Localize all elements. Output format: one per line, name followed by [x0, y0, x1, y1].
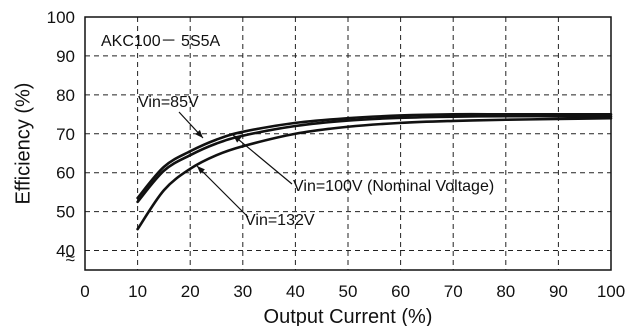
y-tick-label-90: 90: [56, 47, 75, 66]
x-tick-label-90: 90: [549, 282, 568, 301]
series-line-vin-100v: [136, 114, 613, 204]
grid-lines: [85, 17, 611, 270]
x-tick-label-40: 40: [286, 282, 305, 301]
series-line-vin-85v: [136, 112, 613, 200]
plot-frame: [84, 16, 612, 271]
series-line-vin-132v: [136, 116, 613, 231]
vin-85v-arrowhead: [195, 129, 203, 138]
series-label-vin-132v: Vin=132V: [245, 212, 315, 229]
label-leaders: [178, 111, 293, 218]
y-tick-label-50: 50: [56, 203, 75, 222]
x-tick-label-50: 50: [339, 282, 358, 301]
x-tick-label-0: 0: [80, 282, 89, 301]
vin-132v-leader-line: [196, 165, 249, 218]
model-annotation: AKC100－ 5S5A: [101, 33, 221, 50]
y-axis-title: Efficiency (%): [12, 83, 34, 205]
x-axis-title: Output Current (%): [264, 306, 433, 326]
x-tick-label-30: 30: [233, 282, 252, 301]
vin-132v-arrowhead: [197, 166, 205, 174]
x-tick-label-70: 70: [444, 282, 463, 301]
x-tick-label-80: 80: [496, 282, 515, 301]
x-tick-label-60: 60: [391, 282, 410, 301]
y-tick-label-80: 80: [56, 86, 75, 105]
series-label-vin-85v: Vin=85V: [138, 94, 199, 111]
tick-labels: 0 10 20 30 40 50 60 70 80 90 100 40 50 60 70 80 90 100: [47, 8, 626, 301]
y-tick-label-70: 70: [56, 125, 75, 144]
vin-100v-leader-line: [232, 134, 293, 185]
y-tick-label-60: 60: [56, 164, 75, 183]
y-axis-break-mark: ≈: [66, 249, 75, 268]
x-tick-label-100: 100: [597, 282, 625, 301]
x-tick-label-20: 20: [181, 282, 200, 301]
y-tick-label-40: 40: [56, 242, 75, 261]
y-tick-label-100: 100: [47, 8, 75, 27]
series-curves: [136, 112, 613, 231]
series-label-vin-100v: Vin=100V (Nominal Voltage): [293, 178, 494, 195]
vin-100v-arrowhead: [233, 135, 242, 143]
x-tick-label-10: 10: [128, 282, 147, 301]
